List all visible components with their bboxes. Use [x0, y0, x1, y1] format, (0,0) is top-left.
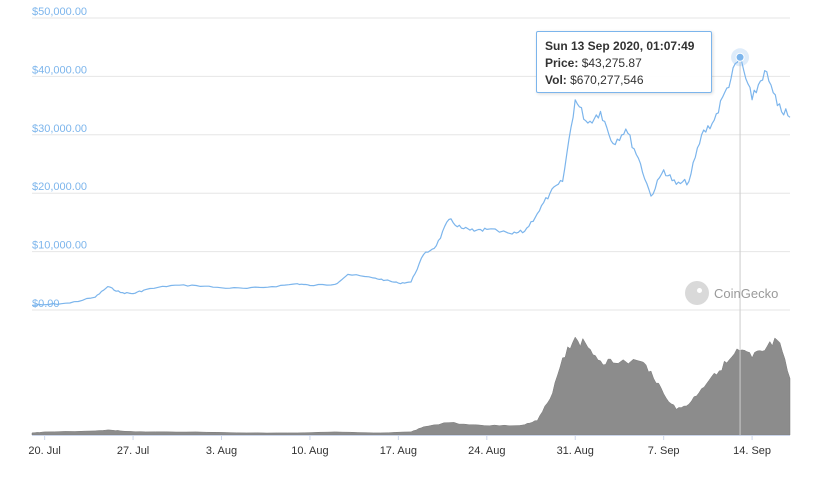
tooltip-vol-label: Vol: [545, 73, 567, 87]
volume-plot-area[interactable] [31, 336, 791, 436]
hover-marker [735, 52, 745, 62]
coingecko-watermark: CoinGecko [685, 280, 778, 306]
x-tick-label: 31. Aug [557, 445, 594, 457]
x-tick-label: 10. Aug [291, 445, 328, 457]
coingecko-gecko-logo-icon [685, 281, 709, 305]
tooltip-price-value: $43,275.87 [581, 56, 642, 70]
tooltip-vol-value: $670,277,546 [570, 73, 644, 87]
y-tick-label: $40,000.00 [32, 64, 87, 76]
coingecko-label: CoinGecko [714, 285, 779, 301]
x-tick-label: 20. Jul [28, 445, 60, 457]
y-tick-label: $20,000.00 [32, 181, 87, 193]
x-tick-label: 3. Aug [206, 445, 237, 457]
crosshair [731, 48, 750, 435]
y-tick-label: $10,000.00 [32, 240, 87, 252]
tooltip-price-row: Price: $43,275.87 [545, 55, 703, 72]
x-axis [32, 435, 790, 440]
tooltip-price-label: Price: [545, 56, 579, 70]
tooltip-vol-row: Vol: $670,277,546 [545, 72, 703, 89]
x-tick-label: 7. Sep [648, 445, 680, 457]
tooltip-title: Sun 13 Sep 2020, 01:07:49 [545, 39, 695, 53]
price-series-line[interactable] [31, 56, 791, 306]
y-tick-label: $30,000.00 [32, 123, 87, 135]
y-tick-label: $50,000.00 [32, 6, 87, 18]
price-grid [32, 17, 790, 311]
y-tick-label: $0.00 [32, 298, 60, 310]
x-tick-label: 14. Sep [733, 445, 771, 457]
price-plot-area[interactable] [31, 56, 791, 306]
volume-series-area[interactable] [31, 336, 791, 436]
x-axis-labels: 20. Jul 27. Jul 3. Aug 10. Aug 17. Aug 24. Au… [28, 445, 771, 457]
price-tooltip: Sun 13 Sep 2020, 01:07:49 Price: $43,275… [536, 31, 712, 93]
x-tick-label: 27. Jul [117, 445, 149, 457]
x-tick-label: 24. Aug [468, 445, 505, 457]
y-axis-labels: $0.00 $10,000.00 $20,000.00 $30,000.00 $40,0… [32, 6, 87, 310]
x-tick-label: 17. Aug [380, 445, 417, 457]
